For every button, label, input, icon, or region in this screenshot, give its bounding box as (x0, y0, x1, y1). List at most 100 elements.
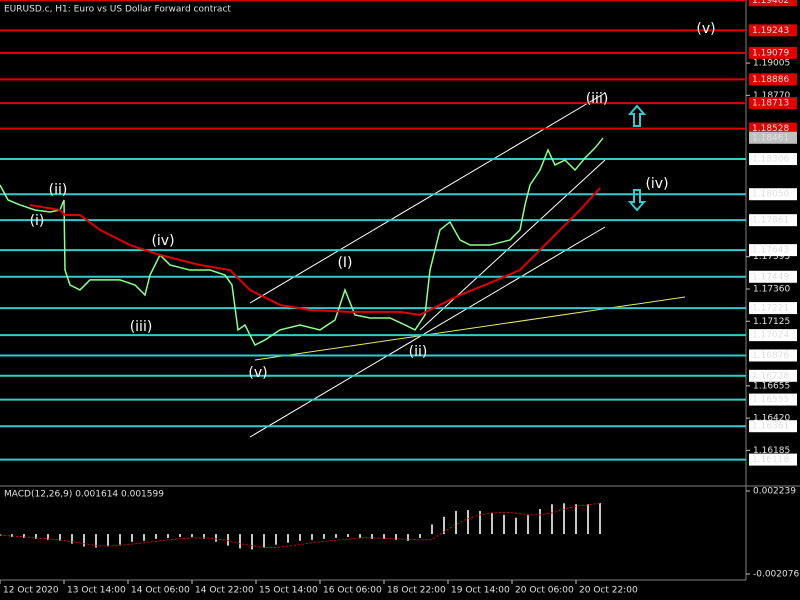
y-tick-label: 1.18770 (753, 91, 790, 101)
histogram-bar (503, 514, 505, 535)
histogram-bar (383, 534, 385, 539)
x-tick-label: 19 Oct 14:00 (451, 586, 510, 596)
signal-line (0, 502, 601, 549)
level-label: 1.18713 (752, 99, 789, 109)
level-label-box (749, 270, 797, 283)
histogram-bar (575, 504, 577, 535)
level-label-box (749, 214, 797, 227)
histogram-bar (359, 534, 361, 538)
histogram-bar (455, 510, 457, 535)
x-tick-label: 14 Oct 06:00 (131, 586, 190, 596)
level-label: 1.16555 (752, 395, 789, 405)
moving-average (29, 187, 601, 316)
level-label-box (749, 122, 797, 135)
histogram-bar (395, 534, 397, 540)
level-label-box (749, 73, 797, 86)
level-label: 1.16118 (752, 455, 789, 465)
level-label: 1.19079 (752, 48, 789, 58)
wave-label: (I) (337, 255, 352, 271)
channel-line (249, 226, 606, 438)
x-tick-label: 18 Oct 22:00 (387, 586, 446, 596)
level-label: 1.16876 (752, 351, 789, 361)
level-label-box (749, 393, 797, 406)
wave-label: (iii) (130, 319, 153, 335)
histogram-bar (203, 534, 205, 539)
histogram-bar (107, 534, 109, 547)
histogram-bar (263, 534, 265, 548)
level-label-box (749, 349, 797, 362)
x-tick-label: 15 Oct 14:00 (259, 586, 318, 596)
histogram-bar (335, 534, 337, 538)
y-tick-label: -0.002076 (753, 569, 799, 579)
histogram-bar (527, 514, 529, 535)
wave-label: (ii) (409, 344, 428, 360)
histogram-bar (275, 534, 277, 545)
x-tick-label: 20 Oct 22:00 (579, 586, 638, 596)
histogram-bar (443, 516, 445, 535)
wave-label: (v) (696, 21, 715, 37)
histogram-bar (419, 534, 421, 538)
indicator-title: MACD(12,26,9) 0.001614 0.001599 (4, 490, 164, 500)
histogram-bar (551, 504, 553, 535)
level-label-box (749, 97, 797, 110)
histogram-bar (347, 534, 349, 537)
histogram-bar (143, 534, 145, 541)
histogram-bar (239, 534, 241, 549)
wave-label: (iv) (151, 233, 174, 249)
histogram-bar (491, 512, 493, 535)
channel-line (419, 159, 606, 331)
histogram-bar (227, 534, 229, 546)
histogram-bar (467, 510, 469, 535)
last-price-box (749, 131, 797, 144)
level-label: 1.17449 (752, 272, 789, 282)
x-tick-label: 14 Oct 22:00 (195, 586, 254, 596)
y-tick-label: 0.002239 (753, 487, 796, 497)
level-label: 1.18306 (752, 155, 789, 165)
level-label-box (749, 329, 797, 342)
level-label: 1.16728 (752, 371, 789, 381)
histogram-bar (599, 503, 601, 535)
histogram-bar (563, 503, 565, 535)
last-price-label: 1.18461 (752, 133, 789, 143)
level-label-box (749, 420, 797, 433)
histogram-bar (35, 534, 37, 539)
up-arrow (627, 104, 647, 127)
level-label: 1.17221 (752, 304, 789, 314)
level-label: 1.17861 (752, 216, 789, 226)
down-arrow (627, 189, 647, 212)
y-tick-label: 1.16655 (753, 381, 790, 391)
level-label-box (749, 0, 797, 7)
x-tick-label: 16 Oct 06:00 (323, 586, 382, 596)
wave-label: (iii) (586, 91, 609, 107)
x-tick-label: 20 Oct 06:00 (515, 586, 574, 596)
histogram-bar (119, 534, 121, 545)
histogram-bar (323, 534, 325, 539)
histogram-bar (47, 534, 49, 540)
level-label: 1.17024 (752, 331, 789, 341)
histogram-bar (131, 534, 133, 542)
level-label: 1.16361 (752, 422, 789, 432)
histogram-bar (59, 534, 61, 541)
histogram-bar (431, 524, 433, 535)
histogram-bar (479, 510, 481, 535)
y-tick-label: 1.17360 (753, 284, 790, 294)
price-line (0, 137, 604, 347)
histogram-bar (191, 534, 193, 537)
wave-label: (iv) (645, 176, 668, 192)
level-label: 1.18528 (752, 124, 789, 134)
y-tick-label: 1.19005 (753, 59, 790, 69)
histogram-bar (299, 534, 301, 541)
histogram-bar (23, 534, 25, 538)
histogram-bar (251, 534, 253, 550)
level-label-box (749, 453, 797, 466)
y-tick-label: 1.17595 (753, 252, 790, 262)
histogram-bar (179, 534, 181, 537)
level-label: 1.18050 (752, 190, 789, 200)
level-label-box (749, 153, 797, 166)
level-label-box (749, 302, 797, 315)
level-label: 1.17643 (752, 246, 789, 256)
level-label-box (749, 46, 797, 59)
level-label-box (749, 244, 797, 257)
